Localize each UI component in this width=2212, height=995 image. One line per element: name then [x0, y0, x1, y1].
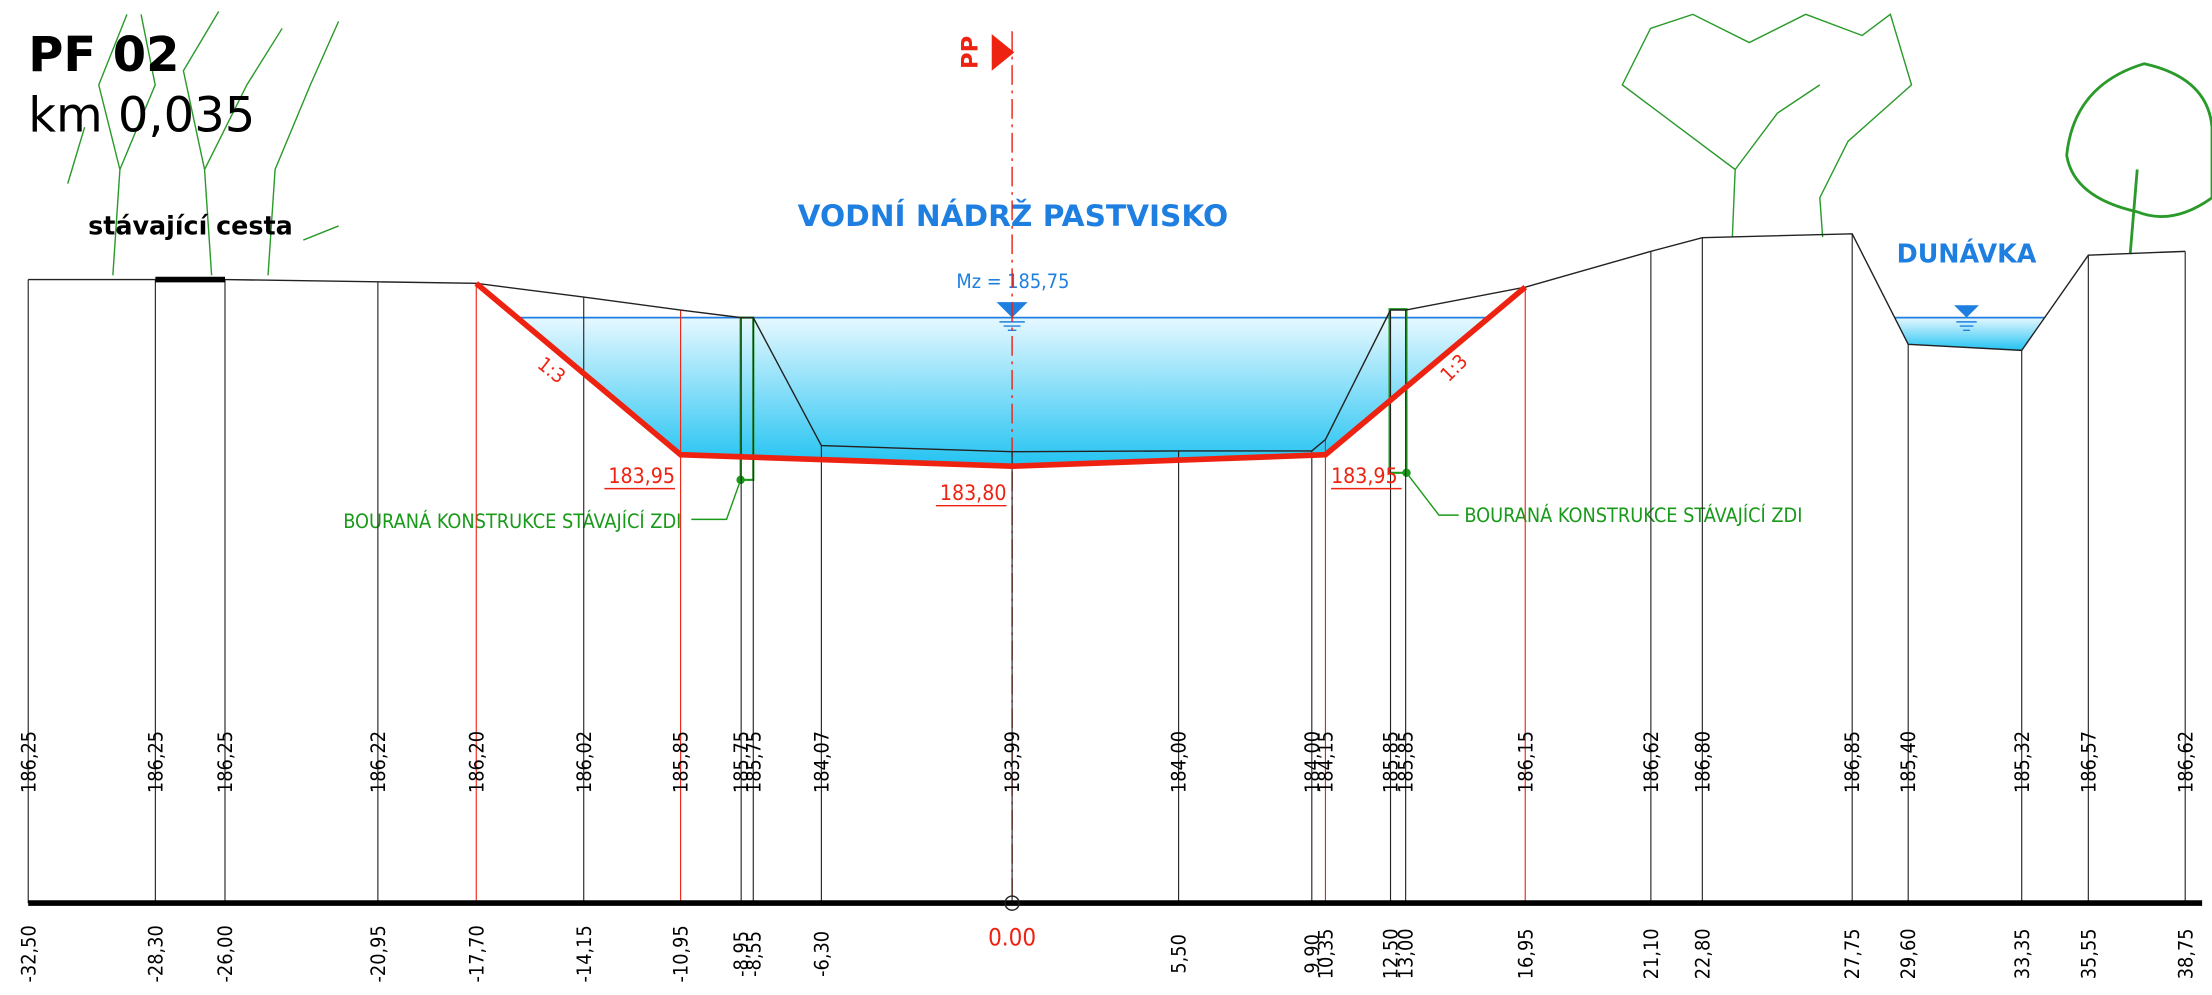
design-level-label: 183,95: [608, 463, 675, 488]
station-label: -28,30: [144, 925, 167, 982]
elevation-label: 185,75: [742, 731, 765, 793]
station-label: 29,60: [1897, 928, 1920, 979]
station-label: -8,55: [742, 931, 765, 977]
elevation-label: 185,85: [670, 731, 693, 793]
elevation-label: 184,15: [1314, 731, 1337, 793]
station-label: -10,95: [670, 925, 693, 982]
origin-mark: [1004, 895, 1020, 911]
station-label: 0.00: [988, 923, 1036, 951]
subtitle: km 0,035: [28, 87, 255, 143]
elevation-label: 186,62: [2174, 731, 2197, 793]
station-label: 27,75: [1841, 928, 1864, 979]
wall-pointer: [1402, 468, 1411, 478]
elevation-label: 185,85: [1380, 731, 1403, 793]
reservoir-label: VODNÍ NÁDRŽ PASTVISKO: [798, 198, 1229, 233]
water-level-label: Mz = 185,75: [956, 270, 1069, 293]
design-level-label: 183,80: [940, 480, 1007, 505]
wall-label: BOURANÁ KONSTRUKCE STÁVAJÍCÍ ZDI: [343, 510, 681, 533]
title: PF 02: [28, 27, 179, 83]
elevation-label: 186,85: [1841, 731, 1864, 793]
trees: [67, 11, 2212, 276]
station-label: 13,00: [1395, 928, 1418, 979]
stream-water: [1894, 317, 2045, 351]
elevation-label: 186,57: [2077, 731, 2100, 793]
water-marker: [1954, 305, 1979, 318]
reservoir-water: [517, 317, 1489, 467]
design-profile: [474, 281, 1528, 470]
elevation-label: 186,22: [367, 731, 390, 793]
station-label: -8,95: [730, 931, 753, 977]
station-label: -20,95: [367, 925, 390, 982]
station-label: -17,70: [465, 925, 488, 982]
elevation-label: 186,25: [214, 731, 237, 793]
station-label: 38,75: [2174, 928, 2197, 979]
elevation-label: 186,25: [17, 731, 40, 793]
elevation-label: 185,40: [1897, 731, 1920, 793]
terrain: [28, 233, 2186, 453]
axis-flag: [991, 34, 1015, 71]
elevation-label: 186,80: [1691, 731, 1714, 793]
station-label: -26,00: [214, 925, 237, 982]
elevation-label: 184,00: [1168, 731, 1191, 793]
station-label: -6,30: [810, 931, 833, 977]
station-label: 5,50: [1168, 934, 1191, 974]
water-layer: [517, 316, 2045, 467]
elevation-label: 186,20: [465, 731, 488, 793]
station-label: 21,10: [1640, 928, 1663, 979]
elevation-label: 185,85: [1395, 731, 1418, 793]
axis-label: PP: [958, 36, 984, 69]
elevation-label: 185,75: [730, 731, 753, 793]
station-label: 35,55: [2077, 928, 2100, 979]
station-label: -14,15: [573, 925, 596, 982]
wall-label: BOURANÁ KONSTRUKCE STÁVAJÍCÍ ZDI: [1464, 504, 1802, 527]
elevation-label: 186,02: [573, 731, 596, 793]
profile: 186,25 -32,50 186,25 -28,30 186,25 -26,00 186,…: [17, 31, 2203, 982]
stream-label: DUNÁVKA: [1897, 239, 2037, 269]
elevation-label: 186,25: [144, 731, 167, 793]
design-level-label: 183,95: [1331, 463, 1398, 488]
station-label: 16,95: [1514, 928, 1537, 979]
road-label: stávající cesta: [88, 210, 293, 240]
water-marker-lines: [1956, 321, 1977, 332]
elevation-label: 186,62: [1640, 731, 1663, 793]
station-label: 12,50: [1380, 928, 1403, 979]
elevation-label: 183,99: [1001, 731, 1024, 793]
elevation-label: 185,32: [2011, 731, 2034, 793]
station-label: 10,35: [1314, 928, 1337, 979]
station-label: 22,80: [1691, 928, 1714, 979]
elevation-label: 184,07: [810, 731, 833, 793]
station-label: 33,35: [2011, 928, 2034, 979]
elevation-label: 186,15: [1514, 731, 1537, 793]
elevation-label: 184,00: [1301, 731, 1324, 793]
station-label: 9,90: [1301, 934, 1324, 974]
station-label: -32,50: [17, 925, 40, 982]
